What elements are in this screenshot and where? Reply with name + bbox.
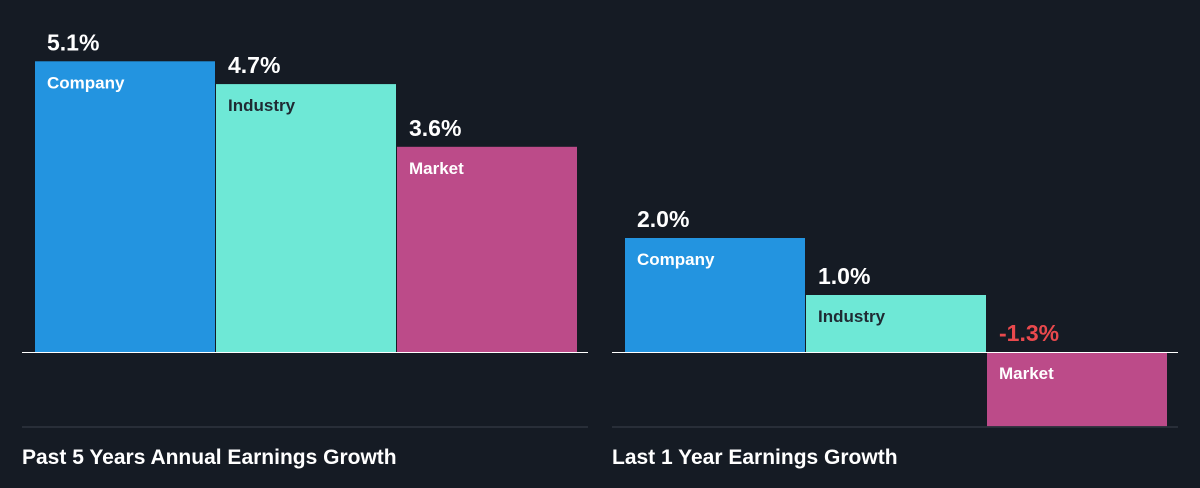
bar-past-5-years-market (397, 146, 577, 352)
panel-title-past-5-years: Past 5 Years Annual Earnings Growth (22, 446, 397, 469)
category-label-past-5-years-company: Company (47, 73, 125, 92)
bar-last-1-year-market (987, 352, 1167, 427)
bar-past-5-years-industry (216, 84, 396, 352)
value-label-last-1-year-industry: 1.0% (818, 263, 870, 289)
panel-title-last-1-year: Last 1 Year Earnings Growth (612, 446, 898, 469)
value-label-past-5-years-industry: 4.7% (228, 52, 280, 78)
value-label-past-5-years-company: 5.1% (47, 29, 99, 55)
value-label-last-1-year-company: 2.0% (637, 206, 689, 232)
panel-last-1-year: 2.0% Company 1.0% Industry -1.3% Market (612, 206, 1178, 427)
category-label-last-1-year-market: Market (999, 364, 1054, 383)
bar-last-1-year-industry (806, 295, 986, 352)
value-label-last-1-year-market: -1.3% (999, 320, 1059, 346)
category-label-last-1-year-company: Company (637, 250, 715, 269)
bar-past-5-years-company (35, 61, 215, 353)
category-label-past-5-years-market: Market (409, 159, 464, 178)
category-label-last-1-year-industry: Industry (818, 307, 886, 326)
category-label-past-5-years-industry: Industry (228, 96, 296, 115)
bar-last-1-year-company (625, 238, 805, 352)
panel-past-5-years: 5.1% Company 4.7% Industry 3.6% Market (22, 29, 588, 353)
value-label-past-5-years-market: 3.6% (409, 115, 461, 141)
